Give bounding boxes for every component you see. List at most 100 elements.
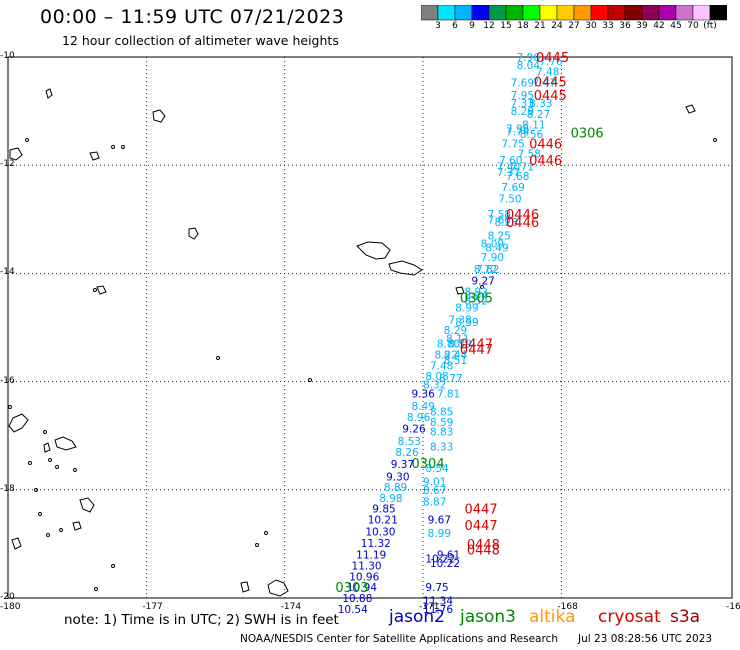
swh-value: 7.58 bbox=[488, 209, 511, 221]
islet-outline bbox=[46, 533, 50, 537]
colorbar-label: 42 bbox=[653, 21, 665, 31]
swh-value: 7.47 bbox=[533, 77, 556, 89]
latitude-tick: -18 bbox=[0, 483, 15, 494]
latitude-tick: -12 bbox=[0, 159, 15, 170]
swh-value: 8.59 bbox=[455, 317, 478, 329]
swh-value: 8.72 bbox=[474, 264, 497, 276]
pass-time-label: 0304 bbox=[412, 457, 445, 472]
swh-value: 7.40 bbox=[497, 161, 520, 173]
swh-value: 11.34 bbox=[423, 596, 453, 608]
pass-time-label: 0446 bbox=[529, 154, 562, 169]
swh-value: 7.95 bbox=[511, 90, 534, 102]
swh-value: 7.82 bbox=[476, 264, 499, 276]
islet-outline bbox=[480, 285, 484, 289]
pass-time-label: 0445 bbox=[534, 89, 567, 104]
island-outline bbox=[89, 151, 100, 161]
pass-time-label: 0447 bbox=[460, 338, 493, 353]
islet-outline bbox=[111, 564, 115, 568]
swh-value: 7.76 bbox=[539, 56, 563, 68]
island-outline bbox=[152, 109, 166, 123]
swh-value: 7.50 bbox=[498, 194, 521, 206]
colorbar-label: 24 bbox=[551, 21, 563, 31]
longitude-tick: -16 bbox=[726, 602, 740, 612]
swh-value: 9.30 bbox=[386, 471, 409, 483]
colorbar-swatch bbox=[539, 5, 558, 21]
swh-value: 10.96 bbox=[349, 571, 379, 583]
colorbar-swatch bbox=[658, 5, 677, 21]
swh-value: 7.48 bbox=[536, 67, 559, 79]
island-outline bbox=[72, 521, 82, 531]
swh-value: 11.30 bbox=[352, 561, 382, 573]
islet-outline bbox=[308, 378, 312, 382]
colorbar-swatch bbox=[437, 5, 456, 21]
swh-value: 8.96 bbox=[407, 412, 431, 424]
swh-value: 7.81 bbox=[437, 389, 460, 401]
islet-outline bbox=[28, 461, 32, 465]
islet-outline bbox=[713, 138, 717, 142]
swh-value: 11.32 bbox=[361, 538, 391, 550]
island-outline bbox=[96, 285, 107, 295]
swh-value: 9.36 bbox=[412, 389, 436, 401]
pass-time-label: 0448 bbox=[467, 538, 500, 553]
swh-value: 7.33 bbox=[511, 98, 534, 110]
swh-value: 8.54 bbox=[425, 463, 449, 475]
latitude-tick: -14 bbox=[0, 267, 15, 278]
colorbar-label: 18 bbox=[517, 21, 529, 31]
swh-value: 7.71 bbox=[511, 161, 534, 173]
swh-value: 7.68 bbox=[506, 171, 529, 183]
latitude-tick: -10 bbox=[0, 51, 15, 61]
island-outline bbox=[455, 286, 465, 295]
colorbar-swatch bbox=[607, 5, 626, 21]
swh-value: 7.69 bbox=[501, 182, 524, 194]
island-outline bbox=[267, 579, 289, 597]
island-outline bbox=[8, 413, 29, 433]
swh-value: 8.26 bbox=[395, 447, 419, 459]
swh-value: 7.75 bbox=[501, 139, 524, 151]
island-outline bbox=[11, 537, 22, 550]
islet-outline bbox=[94, 587, 98, 591]
swh-value: 9.27 bbox=[471, 275, 494, 287]
islet-outline bbox=[93, 288, 97, 292]
credit-line: NOAA/NESDIS Center for Satellite Applica… bbox=[240, 633, 558, 645]
pass-time-label: 0446 bbox=[506, 208, 539, 223]
colorbar-label: 45 bbox=[670, 21, 682, 31]
pass-time-label: 0306 bbox=[571, 127, 604, 142]
swh-value: 10.94 bbox=[347, 582, 377, 594]
swh-value: 8.99 bbox=[455, 302, 478, 314]
swh-value: 8.80 bbox=[437, 339, 460, 351]
swh-value: 7.37 bbox=[497, 167, 520, 179]
island-outline bbox=[9, 147, 23, 161]
swh-value: 9.26 bbox=[402, 424, 426, 436]
swh-value: 8.32 bbox=[423, 379, 446, 391]
islet-outline bbox=[48, 458, 52, 462]
swh-value: 8.22 bbox=[435, 350, 458, 362]
swh-value: 10.21 bbox=[368, 515, 398, 527]
coastlines bbox=[8, 88, 717, 597]
islet-outline bbox=[73, 468, 77, 472]
swh-value: 9.67 bbox=[428, 515, 451, 527]
swh-value: 10.22 bbox=[425, 554, 455, 566]
longitude-tick: -171 bbox=[419, 602, 440, 612]
swh-value: 8.04 bbox=[465, 290, 489, 302]
legend-s3a: s3a bbox=[670, 607, 701, 627]
swh-value: 8.27 bbox=[527, 109, 550, 121]
swh-value: 8.49 bbox=[412, 401, 435, 413]
pass-time-label: 0446 bbox=[529, 138, 562, 153]
colorbar-label: 9 bbox=[469, 21, 475, 31]
island-outline bbox=[240, 581, 250, 593]
islet-outline bbox=[25, 138, 29, 142]
pass-time-label: 0445 bbox=[536, 51, 569, 66]
islet-outline bbox=[43, 430, 47, 434]
swh-value-labels: 7.968.04 7.767.487.477.697.957.338.338.29… bbox=[338, 52, 563, 616]
pass-time-label: 0447 bbox=[465, 519, 498, 534]
swh-value: 8.67 bbox=[423, 485, 446, 497]
colorbar-label: 12 bbox=[483, 21, 495, 31]
island-outline bbox=[188, 227, 199, 240]
colorbar bbox=[421, 5, 727, 21]
swh-value: 8.33 bbox=[529, 98, 552, 110]
swh-value: 8.87 bbox=[423, 497, 446, 509]
swh-value: 8.33 bbox=[430, 442, 453, 454]
swh-value: 10.88 bbox=[342, 593, 372, 605]
swh-value: 7.60 bbox=[499, 155, 522, 167]
swh-value: 8.28 bbox=[495, 217, 518, 229]
